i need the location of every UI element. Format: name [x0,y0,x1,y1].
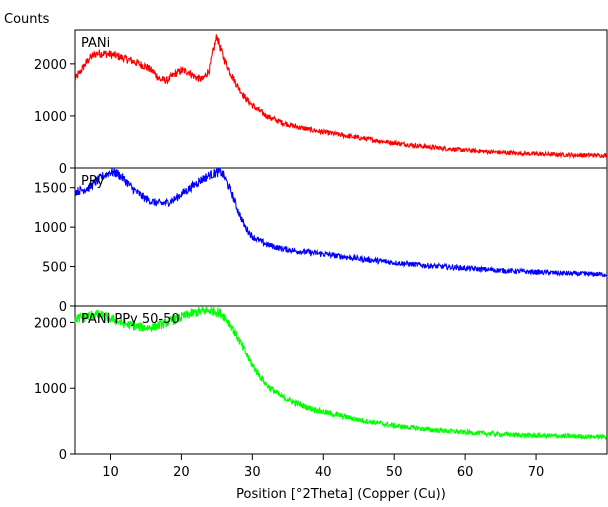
x-tick-label: 60 [457,465,474,480]
panels: 0 1000 2000 PANi 0 500 1000 1500 PPy 0 1000 2000 PAN… [34,29,608,463]
x-axis-title: Position [°2Theta] (Copper (Cu)) [236,487,446,502]
x-tick-label: 40 [315,465,332,480]
y-tick-label: 1000 [34,221,67,236]
y-tick-label: 0 [59,300,67,315]
panel-1: 0 500 1000 1500 PPy [34,167,608,315]
panel-label-1: PPy [81,174,105,189]
y-tick-label: 2000 [34,58,67,73]
y-tick-label: 2000 [34,316,67,331]
x-tick-label: 20 [173,465,190,480]
series-line-1 [74,167,607,278]
series-line-0 [74,34,608,160]
y-tick-label: 500 [42,261,67,276]
panel-label-2: PANi PPy 50-50 [81,312,180,327]
x-tick-label: 30 [244,465,261,480]
x-axis: 10 20 30 40 50 60 70 [102,454,544,480]
panel-0: 0 1000 2000 PANi [34,29,608,177]
y-tick-label: 1000 [34,382,67,397]
y-tick-label: 0 [59,162,67,177]
y-tick-label: 1500 [34,182,67,197]
y-tick-label: 1000 [34,110,67,125]
panel-frame [74,167,608,307]
y-axis-title: Counts [4,12,50,27]
y-tick-label: 0 [59,448,67,463]
x-tick-label: 50 [386,465,403,480]
panel-label-0: PANi [81,36,110,51]
panel-frame [74,29,608,169]
series-line-2 [74,306,607,441]
panel-2: 0 1000 2000 PANi PPy 50-50 [34,305,608,463]
x-tick-label: 70 [528,465,545,480]
x-tick-label: 10 [102,465,119,480]
